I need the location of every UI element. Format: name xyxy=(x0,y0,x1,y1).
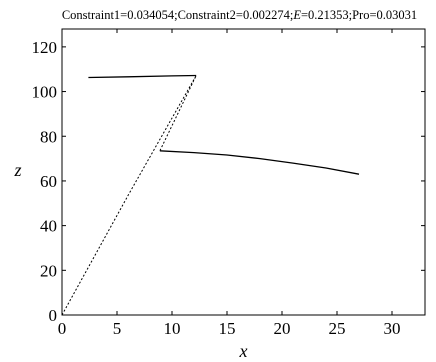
x-tick-label: 25 xyxy=(329,319,346,338)
x-tick-label: 15 xyxy=(219,319,236,338)
y-tick-label: 80 xyxy=(40,127,57,146)
series-line-dotted xyxy=(61,75,197,316)
y-tick-label: 60 xyxy=(40,172,57,191)
x-tick-label: 30 xyxy=(384,319,401,338)
y-tick-label: 40 xyxy=(40,217,57,236)
y-tick-label: 20 xyxy=(40,261,57,280)
series-line xyxy=(159,150,360,175)
x-tick-label: 5 xyxy=(113,319,122,338)
series-line xyxy=(88,74,197,79)
y-tick-label: 120 xyxy=(32,38,58,57)
y-axis: 0 20 40 60 80 100 120 xyxy=(32,38,425,325)
y-tick-label: 100 xyxy=(32,83,58,102)
y-axis-label: z xyxy=(13,160,21,180)
title-part: Constraint1=0.034054;Constraint2=0.00227… xyxy=(62,8,293,22)
x-axis-label: x xyxy=(239,341,248,361)
chart-title: Constraint1=0.034054;Constraint2=0.00227… xyxy=(62,8,417,22)
x-tick-label: 20 xyxy=(274,319,291,338)
y-tick-label: 0 xyxy=(49,306,58,325)
plot-area xyxy=(61,74,360,316)
title-part: =0.21353;Pro=0.03031 xyxy=(301,8,417,22)
x-axis: 0 5 10 15 20 25 30 xyxy=(58,29,401,338)
x-tick-label: 0 xyxy=(58,319,67,338)
title-part: E xyxy=(292,8,301,22)
x-tick-label: 10 xyxy=(164,319,181,338)
plot-frame xyxy=(61,28,426,316)
